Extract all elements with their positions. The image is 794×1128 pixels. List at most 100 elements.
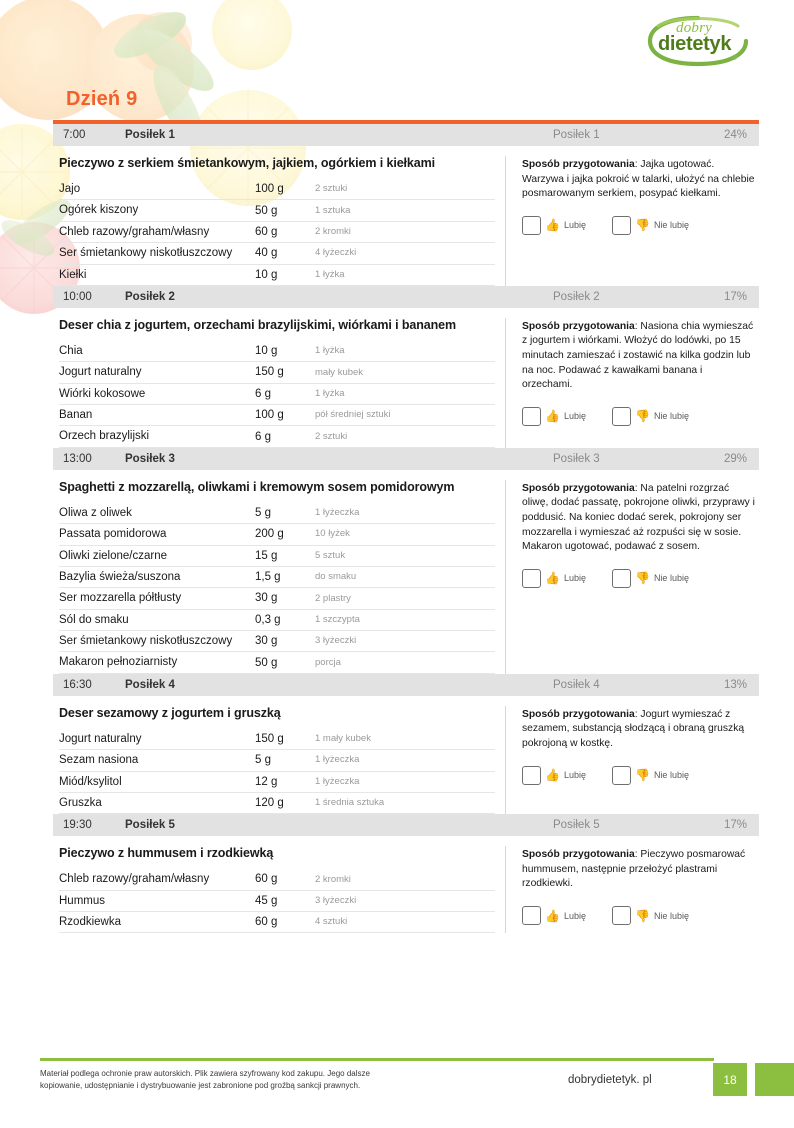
dish-title: Pieczywo z serkiem śmietankowym, jajkiem… [59, 156, 436, 170]
meal-energy-percent: 29% [723, 452, 747, 465]
ingredient-name: Banan [59, 404, 255, 427]
ingredient-name: Jogurt naturalny [59, 728, 255, 751]
ingredient-amount: 50 g [255, 651, 315, 674]
ingredient-measure: 1 łyżka [315, 340, 495, 363]
copyright-line-1: Materiał podlega ochronie praw autorskic… [40, 1068, 370, 1078]
ingredient-measure: 1 łyżeczka [315, 771, 495, 793]
dislike-checkbox[interactable] [611, 906, 631, 926]
like-checkbox[interactable] [522, 568, 541, 588]
meal-energy-percent: 17% [723, 819, 747, 832]
meal-section: 10:00 Posiłek 2 Posiłek 2 17% Deser chia z j… [53, 285, 759, 448]
dislike-checkbox[interactable] [611, 765, 631, 785]
ingredient-measure: 3 łyżeczki [315, 890, 495, 913]
preparation-text: : Nasiona chia wymieszać z jogurtem i wi… [522, 320, 754, 391]
dislike-control[interactable]: 👎 Nie lubię [611, 765, 689, 785]
like-checkbox[interactable] [522, 215, 541, 235]
thumbs-down-icon: 👎 [634, 768, 650, 783]
rating-row: 👍 Lubię 👎 Nie lubię [522, 906, 755, 926]
ingredient-amount: 200 g [255, 523, 315, 546]
meal-header[interactable]: 19:30 Posiłek 5 Posiłek 5 17% [53, 814, 759, 837]
meal-name: Posiłek 2 [125, 290, 175, 303]
like-control[interactable]: 👍 Lubię [522, 406, 586, 426]
dislike-control[interactable]: 👎 Nie lubię [611, 906, 689, 926]
ingredient-amount: 60 g [255, 869, 315, 891]
preparation-text: : Pieczywo posmarować hummusem, następni… [522, 849, 746, 890]
meal-header[interactable]: 7:00 Posiłek 1 Posiłek 1 24% [53, 124, 759, 146]
like-checkbox[interactable] [522, 906, 541, 926]
meal-name: Posiłek 4 [125, 678, 175, 691]
ingredient-measure: pół średniej sztuki [315, 404, 495, 427]
thumbs-up-icon: 👍 [545, 908, 560, 923]
like-control[interactable]: 👍 Lubię [522, 568, 586, 588]
meal-header[interactable]: 13:00 Posiłek 3 Posiłek 3 29% [53, 447, 759, 470]
ingredient-name: Rzodkiewka [59, 911, 255, 934]
preparation-text: : Jajka ugotować. Warzywa i jajka pokroi… [522, 159, 755, 200]
ingredient-measure: 1 łyżka [315, 383, 495, 406]
dislike-control[interactable]: 👎 Nie lubię [611, 215, 689, 235]
meal-header[interactable]: 10:00 Posiłek 2 Posiłek 2 17% [53, 285, 759, 308]
dislike-label: Nie lubię [653, 573, 689, 584]
meal-energy-percent: 17% [723, 290, 747, 303]
ingredient-name: Kiełki [59, 264, 255, 286]
meal-section: 19:30 Posiłek 5 Posiłek 5 17% Pieczywo z hum… [53, 814, 759, 934]
ingredient-name: Sezam nasiona [59, 749, 255, 772]
meal-body: Deser chia z jogurtem, orzechami brazyli… [53, 308, 759, 448]
like-checkbox[interactable] [522, 765, 541, 785]
ingredient-measure: 2 kromki [315, 869, 495, 891]
table-row: Passata pomidorowa 200 g 10 łyżek [59, 523, 495, 546]
ingredient-measure: 1 łyżeczka [315, 502, 495, 525]
ingredient-amount: 10 g [255, 340, 315, 363]
logo-text-bottom: dietetyk [658, 33, 732, 55]
ingredient-name: Oliwa z oliwek [59, 502, 255, 525]
meal-section: 13:00 Posiłek 3 Posiłek 3 29% Spaghetti z mo… [53, 447, 759, 674]
meal-header[interactable]: 16:30 Posiłek 4 Posiłek 4 13% [53, 673, 759, 696]
dislike-control[interactable]: 👎 Nie lubię [611, 568, 689, 588]
ingredient-amount: 0,3 g [255, 609, 315, 632]
ingredient-amount: 40 g [255, 242, 315, 265]
rating-row: 👍 Lubię 👎 Nie lubię [522, 215, 755, 235]
ingredient-name: Sól do smaku [59, 609, 255, 632]
footer-website: dobrydietetyk. pl [568, 1073, 652, 1086]
preparation-label: Sposób przygotowania [522, 482, 635, 494]
ingredient-measure: 1 sztuka [315, 199, 495, 222]
meal-name: Posiłek 1 [125, 129, 175, 141]
dislike-control[interactable]: 👎 Nie lubię [611, 406, 689, 426]
ingredient-amount: 10 g [255, 264, 315, 286]
dislike-checkbox[interactable] [611, 406, 631, 426]
ingredient-amount: 150 g [255, 361, 315, 384]
like-control[interactable]: 👍 Lubię [522, 215, 586, 235]
ingredient-name: Oliwki zielone/czarne [59, 545, 255, 567]
like-label: Lubię [563, 573, 586, 584]
logo-text-top: dobry [676, 20, 712, 36]
like-control[interactable]: 👍 Lubię [522, 906, 586, 926]
meal-time: 10:00 [63, 290, 92, 303]
like-control[interactable]: 👍 Lubię [522, 765, 586, 785]
ingredient-measure: 1 średnia sztuka [315, 792, 495, 815]
ingredient-name: Ser mozzarella półtłusty [59, 587, 255, 610]
like-checkbox[interactable] [522, 406, 541, 426]
preparation-instructions: Sposób przygotowania: Jajka ugotować. Wa… [522, 158, 755, 202]
ingredient-amount: 5 g [255, 502, 315, 525]
meal-right-column: Sposób przygotowania: Jajka ugotować. Wa… [505, 156, 759, 286]
dislike-checkbox[interactable] [611, 215, 631, 235]
registered-mark-icon: ® [732, 55, 738, 62]
ingredient-measure: 2 sztuki [315, 179, 495, 201]
meal-energy-percent: 13% [723, 678, 747, 691]
meal-label: Posiłek 1 [553, 129, 600, 141]
thumbs-up-icon: 👍 [545, 768, 560, 783]
ingredient-name: Hummus [59, 890, 255, 913]
thumbs-down-icon: 👎 [634, 908, 650, 923]
meal-label: Posiłek 5 [553, 819, 600, 832]
dislike-checkbox[interactable] [611, 568, 631, 588]
meal-body: Pieczywo z hummusem i rzodkiewką Chleb ra… [53, 836, 759, 934]
dish-title: Deser chia z jogurtem, orzechami brazyli… [59, 317, 457, 332]
meal-section: 16:30 Posiłek 4 Posiłek 4 13% Deser sezamowy… [53, 673, 759, 815]
